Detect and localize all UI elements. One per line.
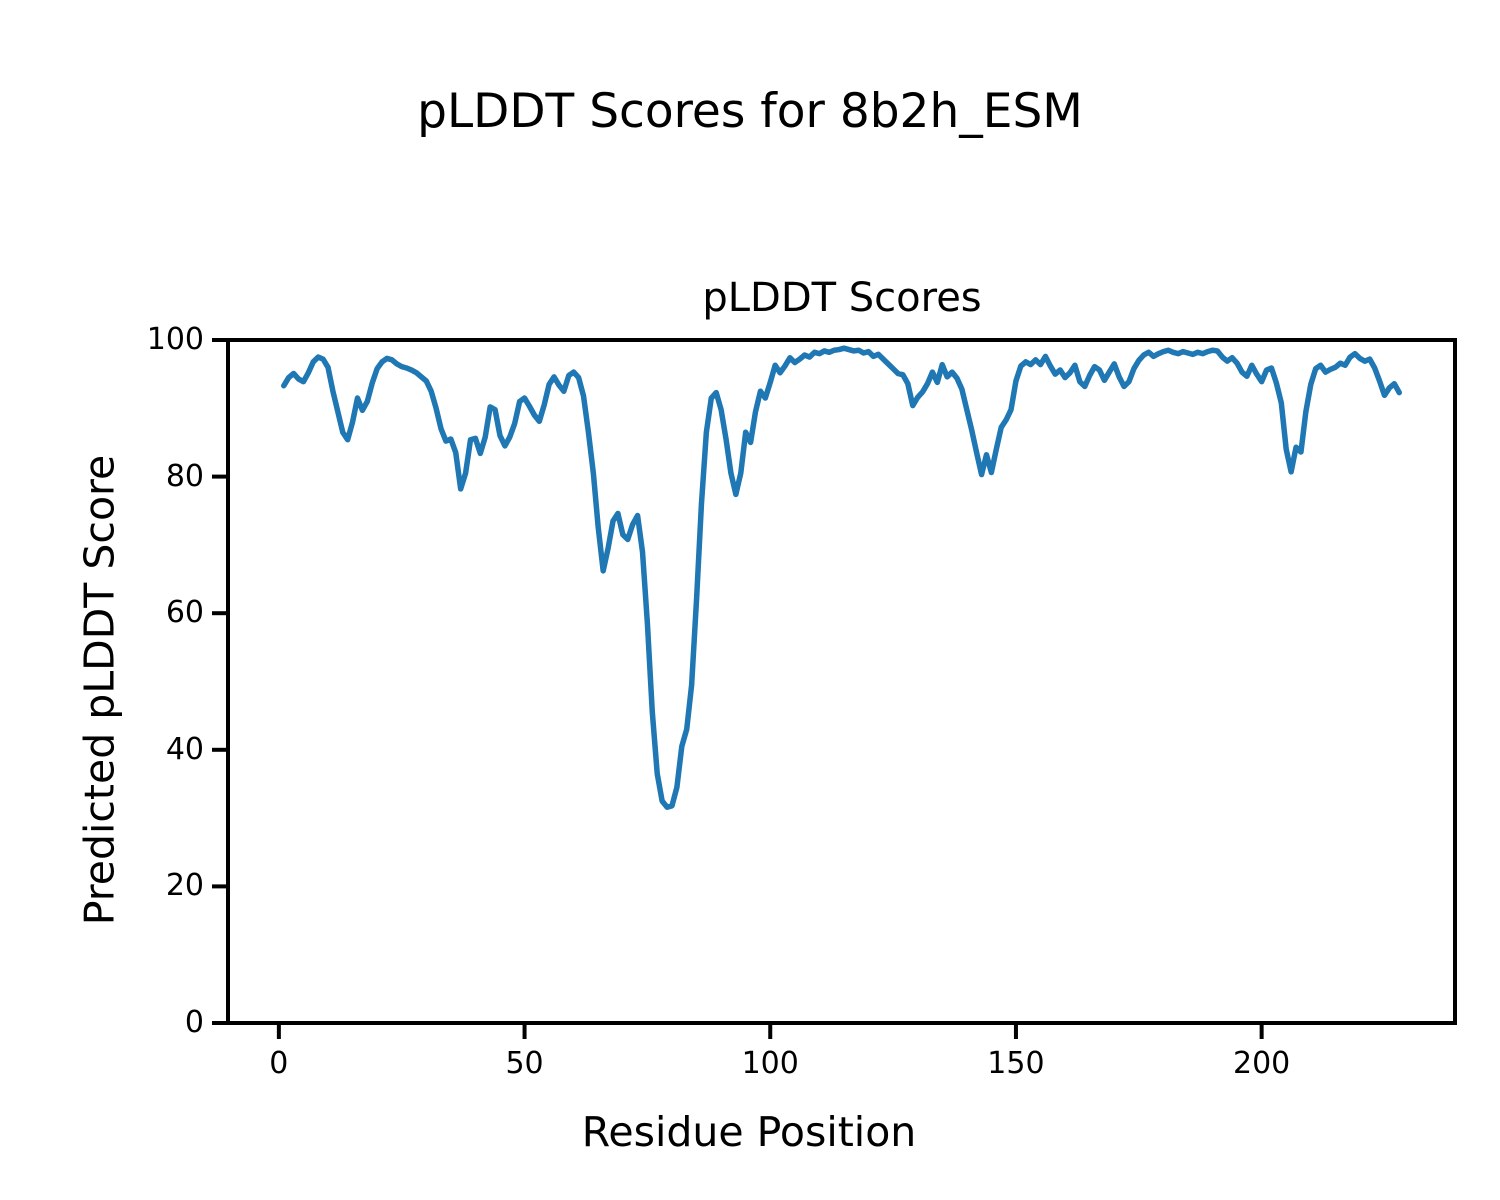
y-tick-label: 80 — [165, 458, 204, 494]
x-tick-label: 50 — [505, 1046, 544, 1081]
plddt-line — [281, 345, 1402, 810]
x-axis-label: Residue Position — [581, 1108, 917, 1156]
y-tick-label: 20 — [165, 868, 204, 904]
axis-ticks — [212, 338, 1264, 1039]
y-axis-label: Predicted pLDDT Score — [75, 454, 124, 926]
y-tick-label: 40 — [165, 731, 204, 767]
axes-frame — [226, 338, 1457, 1025]
x-tick-label: 0 — [269, 1046, 289, 1081]
x-tick-label: 200 — [1232, 1046, 1291, 1081]
axes-title: pLDDT Scores — [702, 275, 982, 321]
x-tick-label: 100 — [741, 1046, 799, 1081]
y-tick-label: 60 — [165, 595, 204, 631]
y-tick-label: 0 — [184, 1005, 204, 1040]
figure-suptitle: pLDDT Scores for 8b2h_ESM — [417, 84, 1083, 139]
x-tick-label: 150 — [987, 1046, 1045, 1081]
y-tick-label: 100 — [146, 322, 204, 357]
